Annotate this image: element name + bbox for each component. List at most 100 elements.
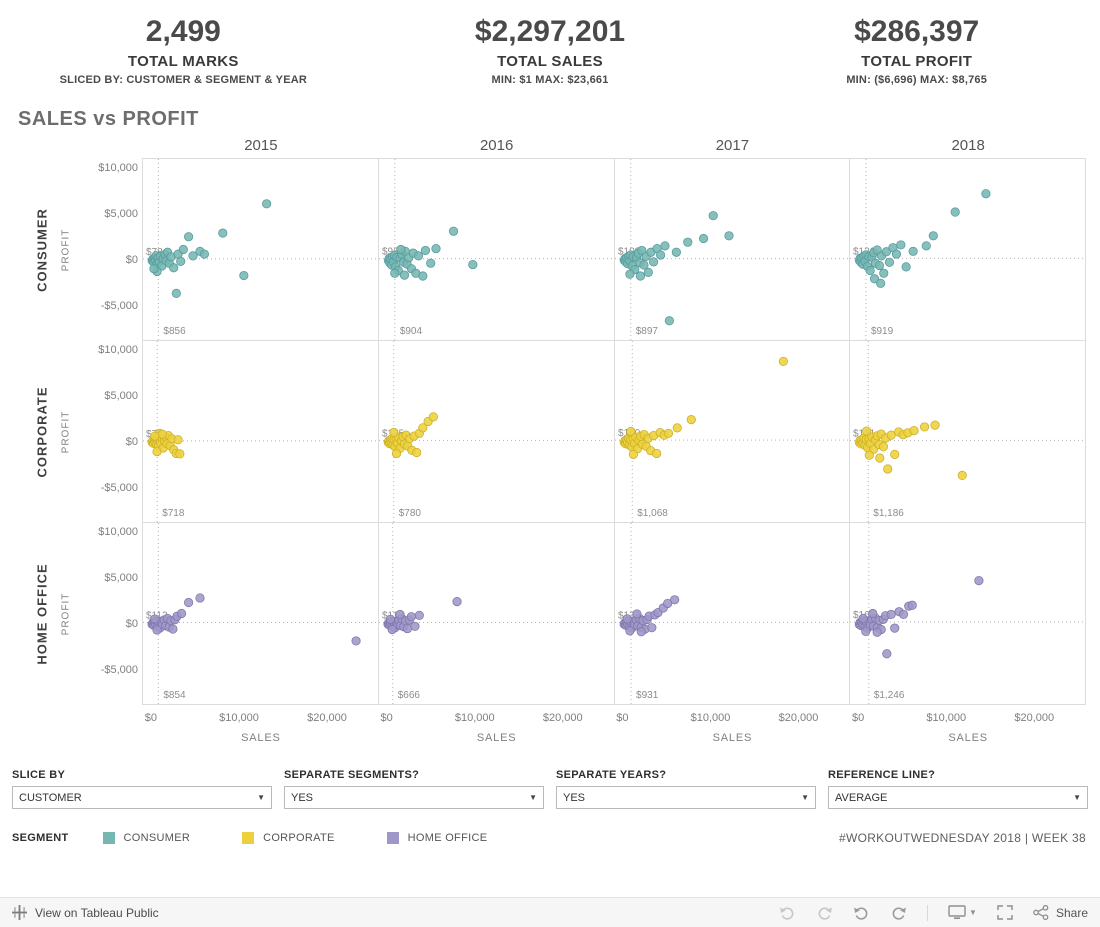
- separate-segments-dropdown[interactable]: YES ▼: [284, 786, 544, 809]
- scatter-point[interactable]: [907, 600, 918, 610]
- scatter-panel-home-office-2015[interactable]: $112$854: [142, 522, 379, 705]
- scatter-point[interactable]: [930, 420, 940, 430]
- scatter-point[interactable]: [879, 442, 889, 452]
- scatter-point[interactable]: [636, 627, 646, 637]
- scatter-point[interactable]: [875, 453, 885, 463]
- scatter-point[interactable]: [173, 435, 183, 445]
- scatter-point[interactable]: [669, 595, 679, 605]
- scatter-point[interactable]: [928, 231, 939, 241]
- scatter-point[interactable]: [865, 265, 876, 276]
- scatter-point[interactable]: [624, 269, 635, 279]
- separate-years-dropdown[interactable]: YES ▼: [556, 786, 816, 809]
- download-icon[interactable]: ▼: [948, 905, 977, 920]
- scatter-point[interactable]: [651, 448, 661, 459]
- scatter-panel-home-office-2017[interactable]: $133$931: [613, 522, 851, 705]
- undo-icon[interactable]: [779, 905, 796, 920]
- legend-item-corporate[interactable]: CORPORATE: [242, 832, 335, 844]
- scatter-panel-corporate-2017[interactable]: $160$1,068: [613, 340, 851, 523]
- scatter-point[interactable]: [672, 423, 682, 433]
- scatter-point[interactable]: [886, 609, 897, 620]
- redo-icon[interactable]: [816, 905, 833, 920]
- scatter-point[interactable]: [885, 257, 895, 267]
- scatter-point[interactable]: [417, 271, 428, 281]
- scatter-point[interactable]: [628, 449, 638, 459]
- scatter-point[interactable]: [183, 232, 194, 242]
- scatter-point[interactable]: [195, 593, 205, 603]
- scatter-point[interactable]: [262, 199, 272, 209]
- scatter-point[interactable]: [624, 626, 635, 636]
- scatter-point[interactable]: [452, 597, 462, 607]
- scatter-panel-home-office-2016[interactable]: $110$666: [377, 522, 615, 705]
- scatter-point[interactable]: [413, 251, 423, 261]
- scatter-point[interactable]: [868, 608, 878, 619]
- scatter-point[interactable]: [896, 240, 906, 250]
- scatter-point[interactable]: [351, 636, 361, 646]
- scatter-panel-corporate-2015[interactable]: $75$718: [142, 340, 379, 523]
- scatter-point[interactable]: [178, 244, 188, 255]
- scatter-panel-consumer-2015[interactable]: $78$856: [142, 158, 379, 341]
- scatter-point[interactable]: [682, 237, 692, 247]
- scatter-panel-consumer-2017[interactable]: $108$897: [613, 158, 851, 341]
- legend-item-home-office[interactable]: HOME OFFICE: [386, 832, 488, 844]
- scatter-point[interactable]: [622, 614, 632, 624]
- scatter-point[interactable]: [899, 609, 909, 620]
- scatter-point[interactable]: [399, 270, 409, 280]
- scatter-point[interactable]: [417, 423, 428, 433]
- scatter-point[interactable]: [879, 268, 889, 278]
- scatter-point[interactable]: [385, 614, 395, 624]
- scatter-point[interactable]: [414, 610, 424, 620]
- scatter-point[interactable]: [663, 428, 673, 438]
- scatter-point[interactable]: [402, 623, 412, 634]
- scatter-point[interactable]: [152, 447, 162, 457]
- scatter-point[interactable]: [981, 189, 991, 199]
- scatter-point[interactable]: [188, 251, 198, 261]
- scatter-point[interactable]: [662, 598, 672, 609]
- scatter-point[interactable]: [861, 626, 871, 636]
- scatter-point[interactable]: [957, 470, 968, 480]
- scatter-point[interactable]: [901, 262, 911, 272]
- scatter-point[interactable]: [389, 427, 399, 438]
- scatter-panel-consumer-2018[interactable]: $126$919: [849, 158, 1086, 341]
- scatter-point[interactable]: [883, 464, 893, 474]
- scatter-point[interactable]: [406, 612, 416, 622]
- scatter-point[interactable]: [864, 450, 875, 460]
- scatter-point[interactable]: [648, 257, 658, 267]
- scatter-point[interactable]: [631, 609, 642, 619]
- scatter-panel-corporate-2018[interactable]: $131$1,186: [849, 340, 1086, 523]
- scatter-point[interactable]: [168, 624, 178, 634]
- scatter-panel-corporate-2016[interactable]: $125$780: [377, 340, 615, 523]
- scatter-point[interactable]: [909, 425, 919, 436]
- share-button[interactable]: Share: [1033, 905, 1088, 920]
- scatter-point[interactable]: [698, 233, 708, 244]
- scatter-panel-consumer-2016[interactable]: $96 $904: [377, 158, 615, 341]
- scatter-point[interactable]: [659, 241, 670, 251]
- scatter-point[interactable]: [149, 264, 159, 274]
- scatter-point[interactable]: [920, 422, 930, 432]
- scatter-point[interactable]: [183, 597, 194, 608]
- scatter-point[interactable]: [199, 249, 209, 259]
- scatter-point[interactable]: [858, 613, 869, 624]
- scatter-point[interactable]: [171, 288, 181, 298]
- scatter-point[interactable]: [890, 623, 900, 633]
- scatter-point[interactable]: [387, 624, 397, 635]
- scatter-point[interactable]: [778, 356, 788, 367]
- scatter-point[interactable]: [671, 247, 681, 257]
- scatter-point[interactable]: [872, 627, 883, 637]
- scatter-point[interactable]: [875, 260, 885, 271]
- scatter-point[interactable]: [431, 243, 441, 254]
- scatter-point[interactable]: [876, 278, 886, 288]
- scatter-point[interactable]: [974, 575, 984, 586]
- scatter-point[interactable]: [950, 207, 961, 217]
- scatter-point[interactable]: [395, 609, 405, 620]
- scatter-point[interactable]: [169, 263, 179, 273]
- scatter-point[interactable]: [686, 415, 696, 425]
- scatter-point[interactable]: [150, 614, 160, 624]
- scatter-point[interactable]: [635, 271, 645, 281]
- refresh-icon[interactable]: [890, 905, 907, 920]
- scatter-point[interactable]: [420, 245, 430, 256]
- scatter-point[interactable]: [389, 268, 400, 278]
- scatter-point[interactable]: [176, 608, 187, 619]
- scatter-point[interactable]: [921, 241, 932, 251]
- slice-by-dropdown[interactable]: CUSTOMER ▼: [12, 786, 272, 809]
- scatter-point[interactable]: [723, 231, 734, 241]
